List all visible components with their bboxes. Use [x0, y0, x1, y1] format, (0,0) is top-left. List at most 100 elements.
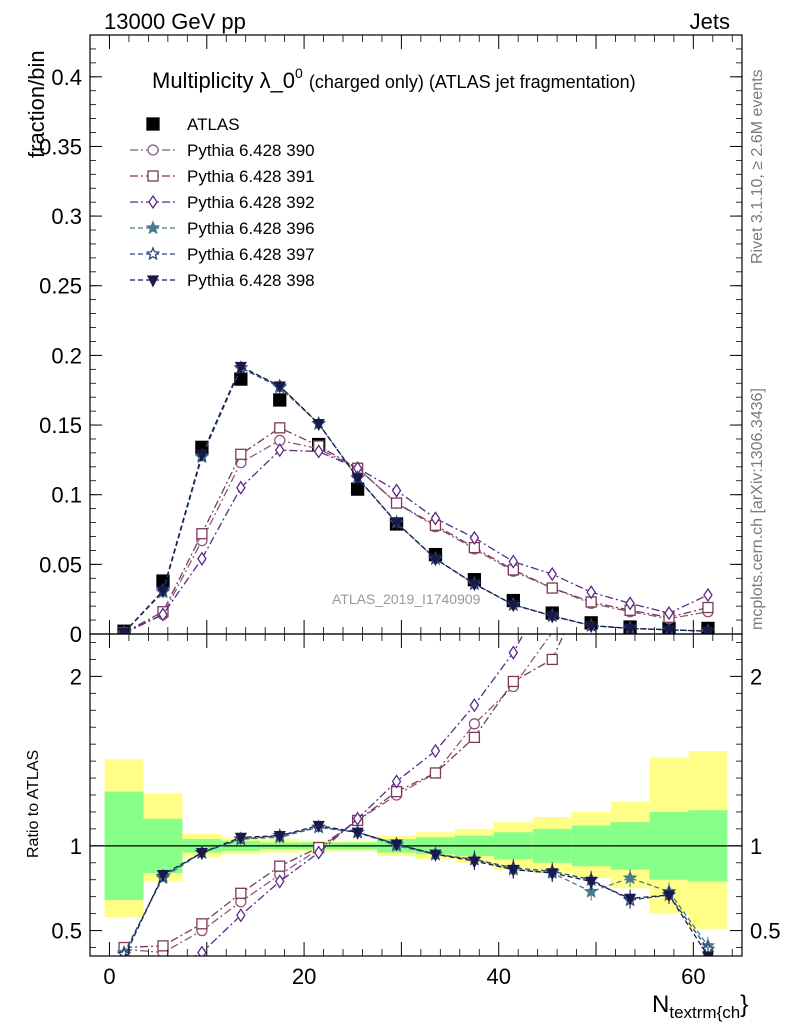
ratio-xlabel: Ntextrm{ch} — [652, 991, 748, 1022]
xtick-label: 60 — [681, 964, 705, 989]
ytick-label: 0.3 — [51, 204, 82, 229]
ratio-panel-frame — [89, 633, 743, 957]
ratio-ytick-label-right: 1 — [750, 834, 762, 859]
ratio-ytick-label-left: 2 — [70, 664, 82, 689]
legend-entry: Pythia 6.428 392 — [130, 193, 315, 212]
ratio-point — [197, 945, 207, 956]
ratio-point — [546, 653, 558, 666]
ratio-point — [508, 645, 519, 660]
main-panel-plot-area — [116, 360, 716, 634]
legend-marker — [148, 194, 158, 210]
ratio-point — [546, 868, 559, 881]
ratio-point — [157, 940, 169, 952]
data-point — [701, 626, 714, 634]
ytick-label: 0.1 — [51, 483, 82, 508]
data-point — [547, 566, 558, 582]
ratio-series-line — [123, 826, 709, 953]
ratio-point — [391, 774, 402, 789]
ratio-ytick-label-right: 2 — [750, 664, 762, 689]
ratio-point — [234, 832, 247, 845]
ratio-point — [351, 827, 364, 840]
legend-marker — [146, 275, 160, 288]
legend-label: Pythia 6.428 398 — [187, 271, 315, 290]
data-point — [702, 601, 714, 614]
legend-label: Pythia 6.428 390 — [187, 141, 315, 160]
ratio-point — [273, 831, 286, 844]
legend-entry: Pythia 6.428 390 — [130, 141, 315, 160]
ratio-point — [274, 860, 286, 872]
axes: 00.050.10.150.20.250.30.350.40 20 40 600.5 0… — [39, 34, 781, 989]
legend-entry: Pythia 6.428 391 — [130, 167, 315, 186]
series-6 — [118, 361, 714, 634]
series-line — [123, 427, 709, 634]
ratio-point — [583, 883, 599, 898]
ratio-point — [312, 820, 325, 833]
ratio-point — [116, 946, 132, 956]
data-point — [197, 551, 207, 566]
legend-entry: Pythia 6.428 396 — [130, 219, 315, 238]
ratio-point — [235, 887, 247, 899]
ratio-point — [662, 890, 676, 903]
ratio-point — [390, 839, 403, 852]
ratio-ytick-label-left: 0.5 — [51, 919, 82, 944]
ratio-point — [468, 856, 481, 869]
ratio-point — [585, 876, 598, 889]
header-left: 13000 GeV pp — [104, 9, 246, 34]
data-point — [546, 582, 558, 594]
ratio-point — [156, 870, 170, 883]
data-point — [469, 530, 480, 546]
ratio-xlabel-main: N — [652, 991, 669, 1018]
xtick-label: 40 — [486, 964, 510, 989]
data-point — [234, 361, 247, 374]
data-point — [430, 511, 441, 526]
legend-entry: ATLAS — [146, 115, 240, 134]
ytick-label: 0.05 — [39, 552, 82, 577]
legend-marker — [145, 220, 161, 235]
series-line — [123, 449, 709, 634]
data-point — [273, 381, 286, 394]
data-point — [351, 473, 364, 486]
data-point — [196, 528, 208, 540]
series-line — [123, 439, 709, 634]
ratio-series-line — [124, 634, 552, 954]
data-point — [662, 625, 676, 634]
data-point — [158, 607, 168, 622]
legend-label: Pythia 6.428 391 — [187, 167, 315, 186]
plot-title-main: Multiplicity λ_0 — [152, 68, 295, 93]
xtick-label: 20 — [292, 964, 316, 989]
legend-marker — [146, 117, 160, 131]
ratio-point — [274, 874, 285, 889]
ytick-label: 0.25 — [39, 274, 82, 299]
ytick-label: 0.2 — [51, 343, 82, 368]
data-point — [546, 611, 559, 624]
data-point — [390, 497, 403, 509]
ytick-label: 0.4 — [51, 65, 82, 90]
data-point — [234, 372, 248, 386]
legend-marker — [147, 170, 159, 182]
data-point — [664, 605, 674, 621]
side-label-lower: mcplots.cern.ch [arXiv:1306.3436] — [749, 388, 766, 630]
ratio-point — [313, 845, 324, 860]
plot-title-suffix: (charged only) (ATLAS jet fragmentation) — [309, 72, 636, 92]
ratio-point — [236, 908, 246, 923]
data-point — [703, 587, 713, 603]
data-point — [312, 419, 325, 432]
ratio-series-5 — [124, 820, 714, 956]
ratio-series-line — [123, 826, 709, 955]
data-point — [429, 554, 442, 567]
data-point — [274, 442, 285, 458]
ratio-point — [507, 675, 519, 688]
ratio-point — [195, 847, 208, 861]
data-point — [273, 393, 287, 407]
legend-entry: Pythia 6.428 398 — [130, 271, 315, 290]
ratio-point — [196, 918, 208, 930]
ratio-point — [429, 849, 442, 862]
ratio-point — [701, 951, 714, 956]
data-point — [624, 623, 637, 634]
data-point — [586, 585, 596, 600]
data-point — [195, 449, 208, 462]
xtick-label: 0 — [103, 964, 115, 989]
data-point — [156, 586, 170, 599]
ratio-point — [468, 718, 481, 730]
side-label-upper: Rivet 3.1.10, ≥ 2.6M events — [749, 69, 766, 264]
